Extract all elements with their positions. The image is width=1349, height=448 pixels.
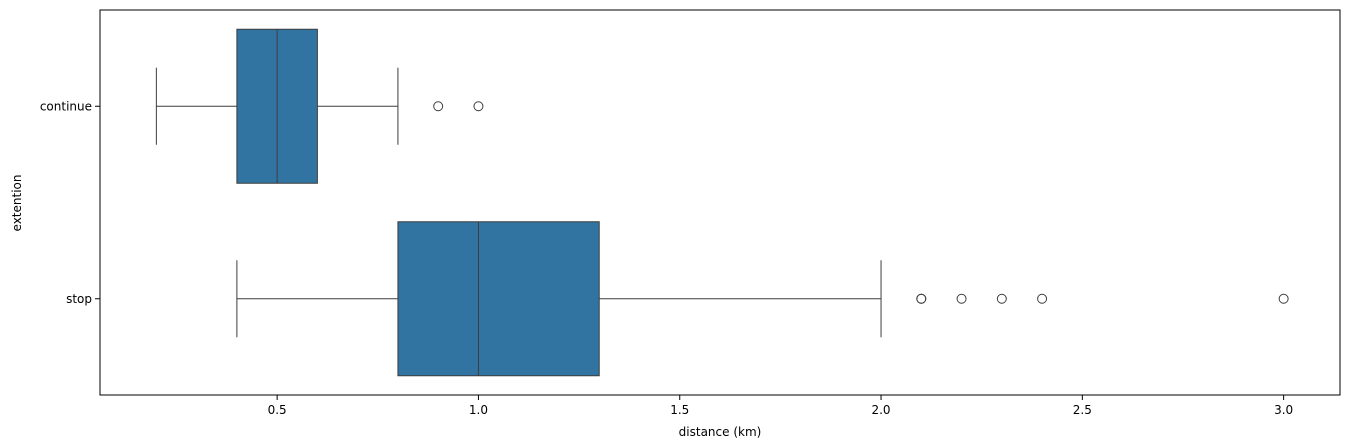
outlier-stop-2 <box>956 293 967 304</box>
outlier-stop-1 <box>916 293 927 304</box>
outlier-stop-4 <box>1037 293 1048 304</box>
x-tick-label-1: 1.0 <box>469 403 488 417</box>
outlier-stop-3 <box>996 293 1007 304</box>
outlier-continue-0 <box>433 101 444 112</box>
y-tick-label-continue: continue <box>40 99 92 113</box>
box-stop <box>397 221 600 377</box>
x-axis-label: distance (km) <box>679 425 762 439</box>
plot-frame <box>99 9 1341 396</box>
x-tick-label-0: 0.5 <box>268 403 287 417</box>
x-tick-label-5: 3.0 <box>1274 403 1293 417</box>
x-tick-label-2: 1.5 <box>670 403 689 417</box>
x-tick-label-3: 2.0 <box>871 403 890 417</box>
y-axis: continue stop <box>40 99 100 306</box>
x-tick-label-4: 2.5 <box>1073 403 1092 417</box>
outlier-stop-5 <box>1278 293 1289 304</box>
y-axis-label: extention <box>10 175 24 232</box>
outlier-continue-1 <box>473 101 484 112</box>
y-tick-label-stop: stop <box>66 292 92 306</box>
x-axis: 0.5 1.0 1.5 2.0 2.5 3.0 <box>268 395 1293 417</box>
